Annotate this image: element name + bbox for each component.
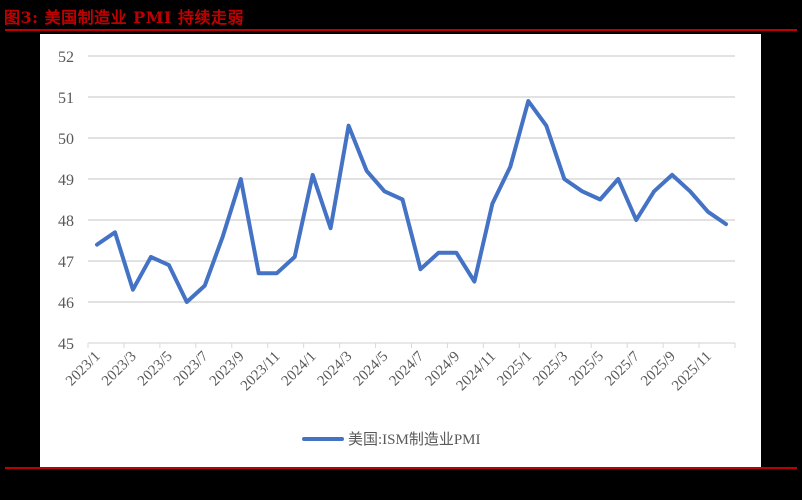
x-tick-label: 2024/3 [315,349,356,390]
y-tick-label: 50 [58,131,74,148]
y-tick-label: 48 [58,213,74,230]
x-tick-label: 2025/11 [669,349,715,395]
x-tick-label: 2023/7 [171,348,212,389]
x-tick-label: 2025/7 [602,348,643,389]
pmi-series-line [95,99,728,304]
x-tick-label: 2024/11 [454,349,500,395]
y-tick-label: 47 [58,254,74,271]
x-tick-label: 2023/1 [63,349,104,390]
x-tick-label: 2023/5 [135,349,176,390]
y-tick-label: 45 [58,336,74,353]
x-axis: 2023/12023/32023/52023/72023/92023/11202… [63,343,736,395]
chart-panel [40,34,761,467]
x-tick-label: 2024/1 [279,349,320,390]
y-tick-label: 49 [58,172,74,189]
bottom-divider [5,467,797,469]
y-tick-label: 46 [58,295,74,312]
x-tick-label: 2025/3 [530,349,571,390]
title-divider [5,29,797,31]
figure-title: 图3: 美国制造业 PMI 持续走弱 [4,8,244,27]
legend: 美国:ISM制造业PMI [302,428,481,449]
legend-swatch [302,436,344,441]
legend-label: 美国:ISM制造业PMI [348,432,481,448]
x-tick-label: 2024/7 [387,348,428,389]
x-tick-label: 2025/5 [566,349,607,390]
y-axis: 45 46 47 48 49 50 51 52 [58,49,74,353]
x-tick-label: 2023/3 [99,349,140,390]
x-tick-label: 2025/1 [494,349,535,390]
y-tick-label: 52 [58,49,74,66]
x-tick-label: 2024/5 [351,349,392,390]
x-tick-label: 2023/11 [238,349,284,395]
y-tick-label: 51 [58,90,74,107]
